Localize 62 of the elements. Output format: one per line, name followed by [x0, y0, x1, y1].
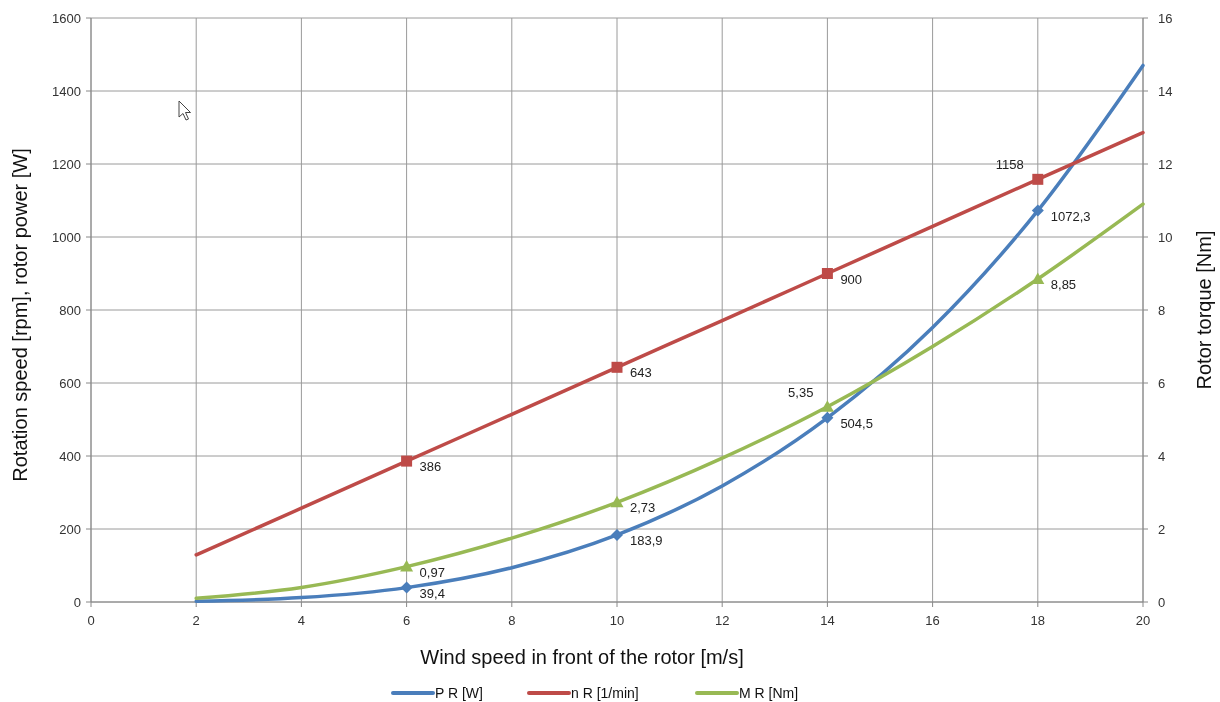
x-tick-label: 16 — [925, 613, 940, 628]
data-label: 1072,3 — [1050, 208, 1091, 224]
point — [610, 495, 624, 508]
point — [821, 411, 834, 424]
legend-label: P R [W] — [435, 685, 483, 701]
x-tick-label: 2 — [192, 613, 200, 628]
data-label: 1158 — [995, 157, 1024, 173]
point — [400, 560, 414, 572]
y2-tick-label: 4 — [1158, 448, 1166, 464]
point — [611, 528, 623, 541]
line-series — [194, 202, 1145, 601]
y-tick-label: 0 — [73, 594, 81, 610]
x-tick-label: 14 — [820, 613, 835, 628]
y2-axis-title: Rotor torque [Nm] — [1193, 230, 1215, 390]
x-tick-label: 8 — [508, 613, 516, 628]
y-tick-label: 600 — [59, 375, 81, 391]
point — [611, 361, 623, 373]
y-tick-label: 800 — [59, 302, 81, 318]
data-label: 386 — [419, 459, 442, 475]
y-tick-label: 1000 — [52, 229, 81, 245]
x-tick-label: 20 — [1135, 613, 1151, 628]
line-series — [194, 63, 1145, 604]
y-tick-label: 200 — [59, 521, 81, 537]
point — [1031, 272, 1045, 284]
y-tick-label: 1400 — [52, 83, 81, 99]
data-label: 504,5 — [840, 415, 873, 431]
x-tick-label: 4 — [297, 613, 306, 628]
point — [1032, 173, 1044, 185]
data-label: 900 — [840, 271, 863, 287]
x-tick-label: 18 — [1030, 613, 1046, 628]
y-tick-label: 1200 — [52, 156, 81, 172]
legend-label: M R [Nm] — [739, 685, 799, 701]
y2-tick-label: 16 — [1158, 10, 1173, 26]
data-label: 183,9 — [630, 532, 663, 548]
point — [820, 400, 834, 412]
point — [821, 268, 833, 279]
point — [400, 581, 413, 594]
data-label: 8,85 — [1050, 276, 1077, 292]
x-tick-label: 0 — [87, 613, 95, 628]
point — [1031, 204, 1044, 217]
y2-tick-label: 0 — [1158, 594, 1166, 610]
y2-tick-label: 6 — [1158, 375, 1166, 391]
x-tick-label: 12 — [714, 613, 730, 628]
y-axis-title: Rotation speed [rpm], rotor power [W] — [9, 148, 31, 482]
y2-tick-label: 14 — [1158, 83, 1173, 99]
y2-tick-label: 10 — [1158, 229, 1173, 245]
data-label: 5,35 — [788, 384, 814, 400]
x-tick-label: 10 — [609, 613, 625, 628]
point — [401, 455, 413, 467]
data-label: 39,4 — [419, 585, 445, 601]
data-label: 643 — [630, 365, 652, 381]
y2-tick-label: 12 — [1158, 156, 1173, 172]
x-tick-label: 6 — [402, 613, 411, 628]
x-axis-title: Wind speed in front of the rotor [m/s] — [420, 646, 744, 668]
y-tick-label: 1600 — [52, 10, 81, 26]
legend-label: n R [1/min] — [571, 685, 639, 701]
y2-tick-label: 8 — [1158, 302, 1166, 318]
line-series — [194, 130, 1145, 557]
data-label: 2,73 — [630, 500, 656, 516]
data-label: 0,97 — [419, 564, 445, 580]
y-tick-label: 400 — [59, 448, 81, 464]
y2-tick-label: 2 — [1158, 521, 1166, 537]
